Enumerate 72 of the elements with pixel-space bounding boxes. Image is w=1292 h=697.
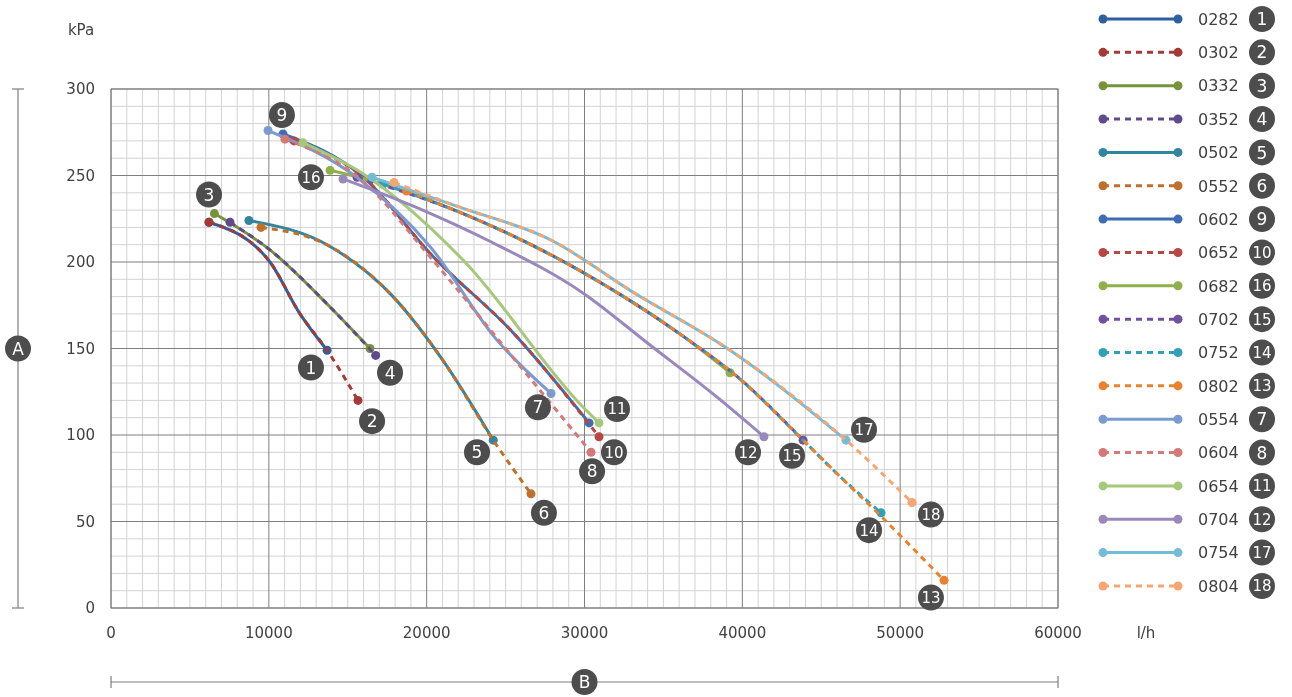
x-tick-label: 30000 [560, 624, 609, 642]
legend-label: 0332 [1198, 76, 1239, 96]
x-tick-label: 0 [106, 624, 116, 642]
x-tick-label: 10000 [244, 624, 293, 642]
legend-label: 0802 [1198, 376, 1239, 396]
legend-label: 0682 [1198, 276, 1239, 296]
legend-label: 0754 [1198, 543, 1239, 563]
text: 11 [1252, 477, 1272, 496]
annotation: 9 [276, 105, 288, 126]
annotation: 4 [384, 362, 396, 383]
annotation: 7 [532, 397, 544, 418]
x-axis-title: l/h [1136, 624, 1156, 642]
legend-label: 0704 [1198, 510, 1239, 530]
y-tick-label: 100 [66, 426, 95, 445]
legend-label: 0804 [1198, 576, 1239, 596]
legend-label: 0702 [1198, 309, 1239, 329]
annotation: 3 [203, 184, 215, 205]
annotation: 6 [538, 502, 550, 523]
annotation: 2 [366, 411, 378, 432]
text: 18 [1252, 577, 1272, 596]
text: 8 [1256, 442, 1268, 463]
legend-label: 0552 [1198, 176, 1239, 196]
annotation: 13 [921, 589, 941, 608]
legend-label: 0604 [1198, 443, 1239, 463]
text: 7 [1256, 409, 1268, 430]
y-tick-label: 0 [85, 599, 95, 618]
text: 4 [1256, 109, 1268, 130]
text: 1 [1256, 9, 1268, 30]
x-tick-label: 50000 [876, 624, 925, 642]
text: 13 [1252, 377, 1272, 396]
text: 3 [1256, 75, 1268, 96]
text: 9 [1256, 209, 1268, 230]
text: 16 [1252, 277, 1272, 296]
legend-label: 0282 [1198, 9, 1239, 29]
text: 12 [1252, 510, 1272, 529]
legend-label: 0652 [1198, 243, 1239, 263]
text: B [578, 672, 591, 693]
y-tick-label: 50 [75, 512, 95, 531]
annotation: 11 [607, 400, 627, 419]
legend-label: 0554 [1198, 409, 1239, 429]
text: 5 [1256, 142, 1268, 163]
y-tick-label: 250 [66, 166, 95, 185]
annotation: 12 [738, 443, 758, 462]
text: 17 [1252, 544, 1272, 562]
text: 10 [1252, 243, 1272, 262]
annotation: 10 [604, 443, 624, 462]
annotation: 17 [854, 421, 874, 440]
annotation: 18 [921, 505, 941, 524]
legend-label: 0654 [1198, 476, 1239, 496]
y-tick-label: 150 [66, 339, 95, 358]
x-tick-label: 60000 [1034, 624, 1082, 642]
annotation: 5 [471, 442, 483, 463]
legend-label: 0602 [1198, 209, 1239, 229]
annotation: 14 [859, 521, 879, 540]
annotation: 1 [305, 357, 317, 378]
text: A [12, 338, 25, 359]
y-axis-title: kPa [67, 21, 95, 39]
annotation: 8 [586, 461, 598, 482]
y-tick-label: 300 [66, 80, 95, 99]
text: 14 [1252, 343, 1272, 362]
annotation: 16 [301, 168, 321, 187]
x-tick-label: 40000 [718, 624, 767, 642]
legend-label: 0752 [1198, 343, 1239, 363]
x-tick-label: 20000 [402, 624, 451, 642]
text: 6 [1256, 175, 1268, 196]
legend-label: 0502 [1198, 143, 1239, 163]
annotation: 15 [782, 447, 802, 466]
text: 2 [1256, 42, 1268, 63]
text: 15 [1252, 310, 1272, 329]
legend-label: 0302 [1198, 43, 1239, 63]
y-tick-label: 200 [66, 253, 95, 272]
legend-label: 0352 [1198, 109, 1239, 129]
